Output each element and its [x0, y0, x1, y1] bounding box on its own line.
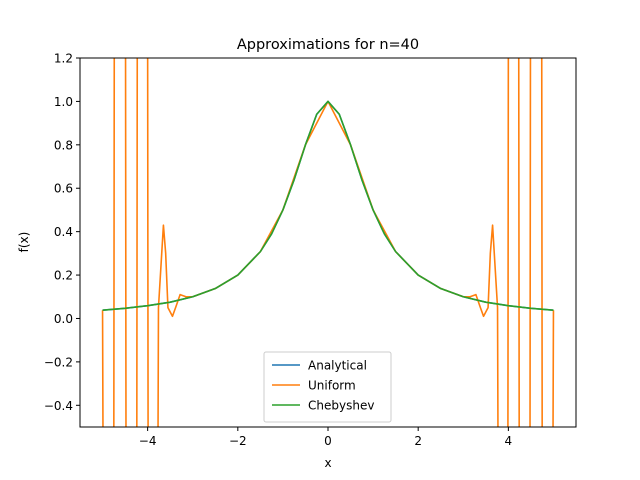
x-tick-label: 2: [414, 434, 422, 448]
legend-label-analytical: Analytical: [308, 359, 367, 373]
y-tick-label: 1.2: [54, 52, 73, 66]
y-tick-label: 0.6: [54, 182, 73, 196]
x-axis-label: x: [324, 456, 331, 470]
x-axis: −4 −2 0 2 4: [139, 427, 512, 448]
legend-label-uniform: Uniform: [308, 379, 356, 393]
y-tick-label: 0.4: [54, 225, 73, 239]
y-tick-label: −0.4: [44, 399, 73, 413]
x-tick-label: 0: [324, 434, 332, 448]
y-axis: −0.4 −0.2 0.0 0.2 0.4 0.6 0.8 1.0 1.2: [44, 52, 80, 413]
x-tick-label: −4: [139, 434, 157, 448]
series-layer: [101, 58, 555, 427]
y-tick-label: 0.2: [54, 269, 73, 283]
legend: Analytical Uniform Chebyshev: [263, 351, 392, 423]
x-tick-label: 4: [505, 434, 513, 448]
y-axis-label: f(x): [17, 232, 31, 253]
series-line-chebyshev: [102, 100, 554, 312]
y-tick-label: 0.8: [54, 138, 73, 152]
x-tick-label: −2: [229, 434, 247, 448]
legend-label-chebyshev: Chebyshev: [308, 399, 374, 413]
chart-title: Approximations for n=40: [237, 37, 419, 53]
y-tick-label: 1.0: [54, 95, 73, 109]
y-tick-label: 0.0: [54, 312, 73, 326]
y-tick-label: −0.2: [44, 355, 73, 369]
